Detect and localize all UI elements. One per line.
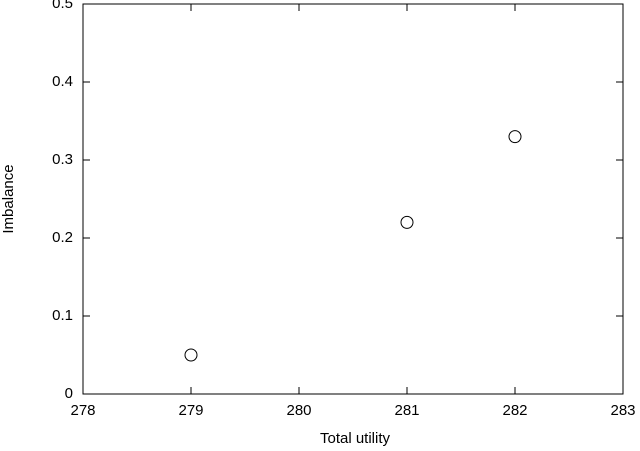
y-tick-label: 0.1 (52, 307, 73, 324)
x-tick-label: 281 (394, 402, 419, 419)
x-tick-label: 278 (70, 402, 95, 419)
plot-frame (82, 3, 624, 395)
point (508, 130, 522, 144)
x-tick-label: 283 (610, 402, 635, 419)
y-tick-label: 0.4 (52, 73, 73, 90)
y-tick-label: 0.3 (52, 151, 73, 168)
x-axis-label: Total utility (320, 430, 391, 447)
x-tick-label: 280 (286, 402, 311, 419)
x-tick-label: 279 (178, 402, 203, 419)
y-tick-label: 0.5 (52, 0, 73, 12)
point (184, 348, 198, 362)
x-tick-label: 282 (502, 402, 527, 419)
point (400, 215, 414, 229)
y-tick-label: 0 (65, 385, 73, 402)
y-axis-label: Imbalance (0, 164, 17, 233)
y-tick-label: 0.2 (52, 229, 73, 246)
